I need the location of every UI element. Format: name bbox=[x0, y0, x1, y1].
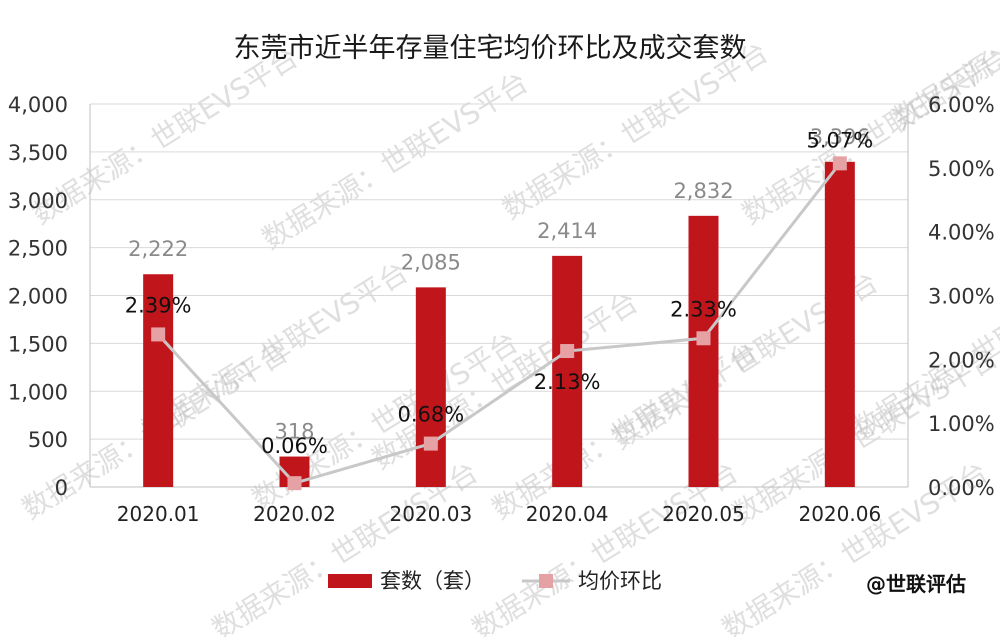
right-tick-label: 5.00% bbox=[928, 157, 995, 181]
bar-value-label: 2,222 bbox=[128, 237, 188, 261]
branding-label: @世联评估 bbox=[866, 572, 966, 596]
line-value-label: 2.33% bbox=[670, 297, 737, 321]
left-tick-label: 3,500 bbox=[8, 141, 68, 165]
left-tick-label: 2,000 bbox=[8, 285, 68, 309]
bar bbox=[552, 255, 583, 487]
left-tick-label: 2,500 bbox=[8, 237, 68, 261]
bar-value-label: 318 bbox=[274, 420, 314, 444]
line-value-label: 5.07% bbox=[806, 128, 873, 152]
bar bbox=[824, 161, 855, 487]
bar-series bbox=[143, 161, 855, 487]
bar bbox=[415, 287, 446, 487]
left-tick-label: 500 bbox=[28, 428, 68, 452]
line-value-label: 2.39% bbox=[125, 293, 192, 317]
left-tick-label: 0 bbox=[55, 476, 68, 500]
legend-line-label: 均价环比 bbox=[578, 569, 662, 593]
bar-value-label: 2,414 bbox=[537, 219, 597, 243]
line-point bbox=[560, 344, 575, 359]
bar-data-labels: 2,222 318 2,085 2,414 2,832 3,396 bbox=[128, 125, 870, 444]
x-tick-label: 2020.05 bbox=[662, 502, 745, 526]
left-tick-label: 4,000 bbox=[8, 93, 68, 117]
grid-lines bbox=[90, 103, 908, 488]
line-point bbox=[151, 327, 166, 342]
chart-title: 东莞市近半年存量住宅均价环比及成交套数 bbox=[234, 33, 747, 64]
right-tick-label: 2.00% bbox=[928, 348, 995, 372]
left-y-axis: 0 500 1,000 1,500 2,000 2,500 3,000 3,500 4,000 bbox=[8, 93, 91, 500]
bar-value-label: 3,396 bbox=[810, 125, 870, 149]
left-tick-label: 3,000 bbox=[8, 189, 68, 213]
right-tick-label: 6.00% bbox=[928, 93, 995, 117]
x-tick-label: 2020.01 bbox=[117, 502, 200, 526]
line-series bbox=[151, 156, 847, 491]
x-tick-label: 2020.02 bbox=[253, 502, 336, 526]
series-line bbox=[157, 162, 842, 485]
legend-bar-swatch bbox=[328, 574, 372, 588]
line-value-label: 2.13% bbox=[534, 370, 601, 394]
right-y-axis: 0.00% 1.00% 2.00% 3.00% 4.00% 5.00% 6.00% bbox=[907, 93, 995, 500]
right-tick-label: 4.00% bbox=[928, 221, 995, 245]
line-data-labels: 2.39% 0.06% 0.68% 2.13% 2.33% 5.07% bbox=[125, 128, 873, 458]
bar-value-label: 2,832 bbox=[673, 179, 733, 203]
x-axis: 2020.01 2020.02 2020.03 2020.04 2020.05 2020.… bbox=[90, 486, 908, 526]
legend-line-marker bbox=[539, 574, 553, 588]
line-point bbox=[423, 436, 438, 451]
legend-bar-label: 套数（套） bbox=[380, 569, 485, 593]
line-value-label: 0.68% bbox=[397, 403, 464, 427]
left-tick-label: 1,000 bbox=[8, 380, 68, 404]
line-point bbox=[696, 331, 711, 346]
bar bbox=[143, 274, 174, 487]
legend: 套数（套） 均价环比 bbox=[328, 569, 662, 593]
left-tick-label: 1,500 bbox=[8, 332, 68, 356]
line-point bbox=[832, 156, 847, 171]
bar bbox=[688, 215, 719, 487]
line-point bbox=[287, 476, 302, 491]
line-value-label: 0.06% bbox=[261, 434, 328, 458]
x-tick-label: 2020.06 bbox=[798, 502, 881, 526]
right-tick-label: 3.00% bbox=[928, 285, 995, 309]
x-tick-label: 2020.04 bbox=[526, 502, 609, 526]
bar-value-label: 2,085 bbox=[401, 250, 461, 274]
watermark-text: 数据来源：世联EVS平台 bbox=[256, 65, 534, 255]
x-tick-label: 2020.03 bbox=[389, 502, 472, 526]
right-tick-label: 0.00% bbox=[928, 476, 995, 500]
right-tick-label: 1.00% bbox=[928, 412, 995, 436]
